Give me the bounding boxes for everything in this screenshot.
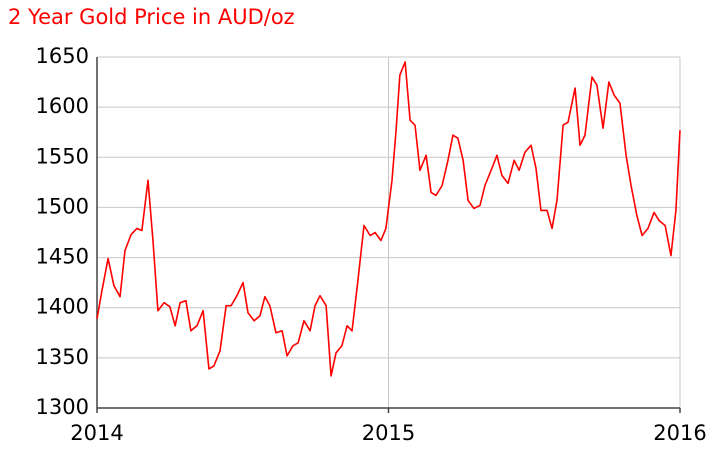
y-tick-label: 1400 bbox=[36, 295, 89, 319]
x-tick-label: 2014 bbox=[70, 421, 123, 445]
y-tick-label: 1450 bbox=[36, 245, 89, 269]
price-line bbox=[96, 61, 681, 377]
y-tick-label: 1300 bbox=[36, 395, 89, 419]
y-tick-label: 1600 bbox=[36, 94, 89, 118]
y-tick-label: 1500 bbox=[36, 194, 89, 218]
x-tick-label: 2016 bbox=[653, 421, 706, 445]
y-tick-label: 1550 bbox=[36, 144, 89, 168]
x-tick-label: 2015 bbox=[362, 421, 415, 445]
chart-title: 2 Year Gold Price in AUD/oz bbox=[8, 5, 295, 29]
y-tick-label: 1350 bbox=[36, 345, 89, 369]
y-tick-label: 1650 bbox=[36, 44, 89, 68]
